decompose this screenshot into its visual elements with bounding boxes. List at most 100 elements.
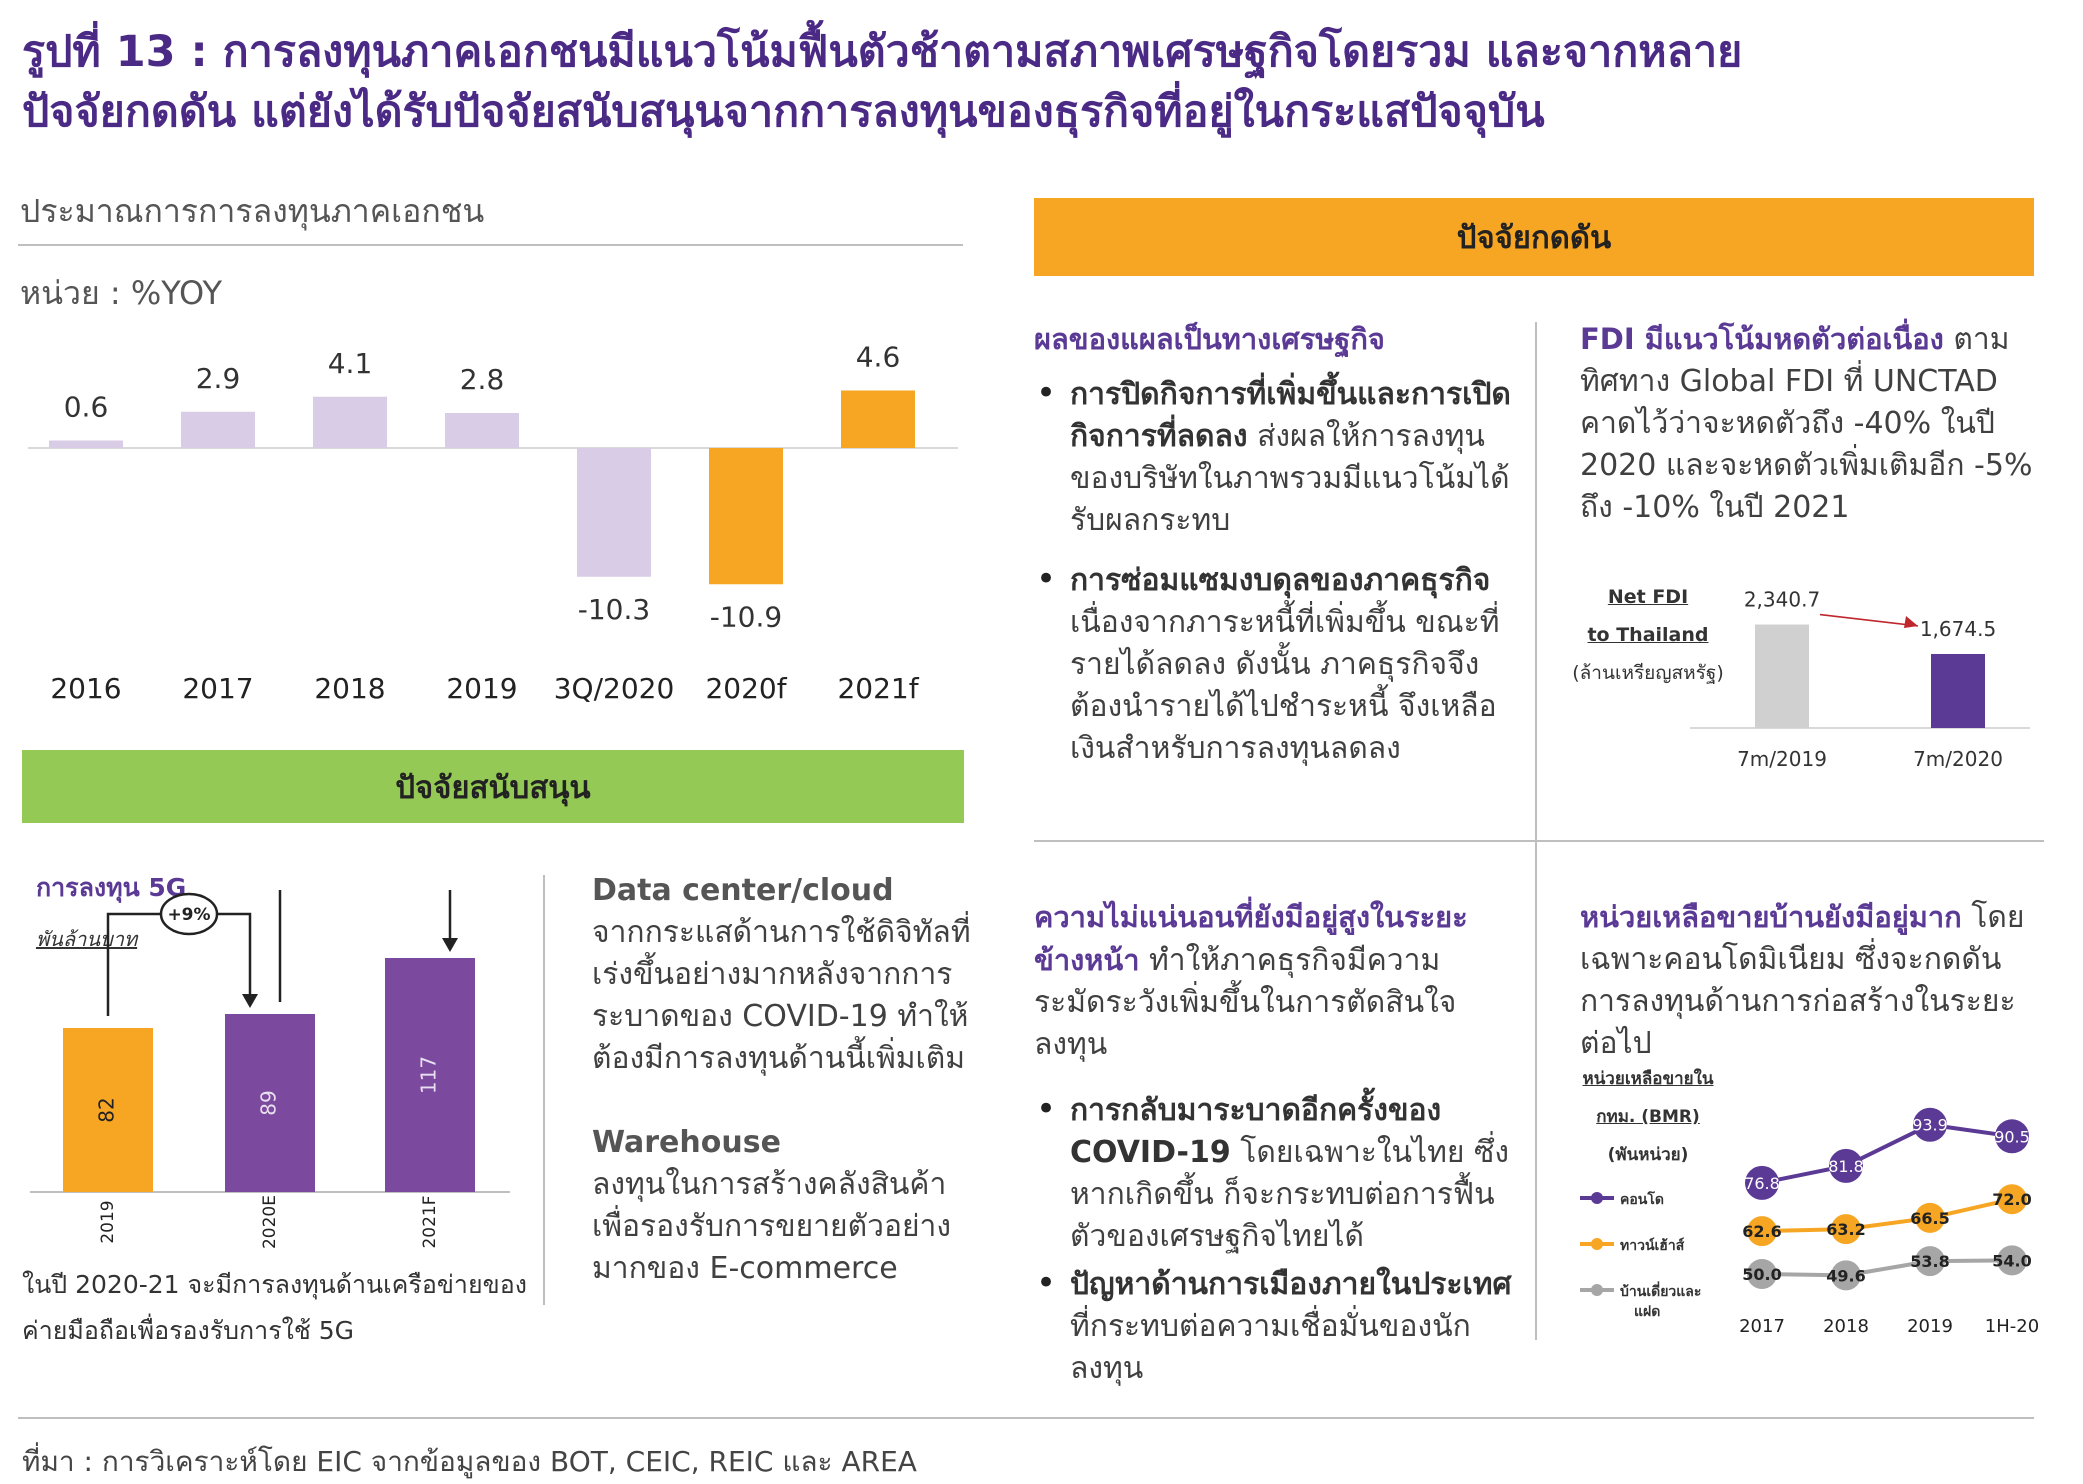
fiveg-note-line-1: ในปี 2020-21 จะมีการลงทุนด้านเครือข่ายขอ… [22, 1270, 527, 1299]
bmr-point-label: 93.9 [1912, 1116, 1948, 1135]
bmr-point-marker [1915, 1246, 1945, 1277]
bmr-legend-label: แฝด [1634, 1304, 1660, 1320]
main-chart-category-label: 2016 [50, 672, 121, 705]
bmr-point-label: 76.8 [1744, 1174, 1780, 1193]
bmr-point-label: 49.6 [1826, 1266, 1865, 1285]
fiveg-note-line-2: ค่ายมือถือเพื่อรองรับการใช้ 5G [22, 1316, 355, 1345]
fdi-title: FDI มีแนวโน้มหดตัวต่อเนื่อง [1580, 322, 1944, 356]
main-chart-category-label: 2018 [314, 672, 385, 705]
bmr-legend-marker [1591, 1192, 1603, 1204]
main-chart-value-label: 2.9 [196, 362, 241, 395]
fdi-block: FDI มีแนวโน้มหดตัวต่อเนื่อง ตามทิศทาง Gl… [1580, 318, 2035, 529]
datacenter-title: Data center/cloud [592, 873, 894, 908]
main-chart-bar-2019 [445, 413, 519, 448]
bmr-legend-marker [1591, 1238, 1603, 1250]
bmr-point-marker [1747, 1216, 1777, 1247]
uncertainty-text: ทำให้ภาคธุรกิจมีความระมัดระวังเพิ่มขึ้นใ… [1034, 943, 1457, 1062]
bmr-legend-marker [1591, 1284, 1603, 1296]
main-chart-heading: ประมาณการการลงทุนภาคเอกชน [20, 192, 485, 230]
fiveg-arrow-1 [242, 994, 258, 1008]
bmr-series-line [1761, 1258, 2013, 1278]
main-chart-value-label: 2.8 [460, 363, 505, 396]
support-banner: ปัจจัยสนับสนุน [22, 750, 964, 823]
main-chart-value-label: -10.3 [578, 593, 650, 626]
fiveg-value-label: 89 [257, 1090, 281, 1115]
main-chart-category-label: 2021f [837, 672, 919, 705]
datacenter-block: Data center/cloud จากกระแสด้านการใช้ดิจิ… [592, 870, 977, 1080]
main-bar-chart: 0.6 2016 2.9 2017 4.1 2018 2.8 2019 -10.3 3Q/2020… [28, 341, 958, 705]
fiveg-growth-bubble-1 [159, 892, 219, 936]
fdi-label-2: to Thailand [1587, 624, 1709, 646]
bmr-point-marker [1995, 1119, 2029, 1154]
bmr-legend-label: ทาวน์เฮ้าส์ [1620, 1237, 1685, 1254]
scarring-block: ผลของแผลเป็นทางเศรษฐกิจ การปิดกิจการที่เ… [1034, 318, 1514, 788]
source-note: ที่มา : การวิเคราะห์โดย EIC จากข้อมูลของ… [22, 1445, 917, 1478]
fiveg-title: การลงทุน 5G [36, 873, 187, 902]
title-line-1: รูปที่ 13 : การลงทุนภาคเอกชนมีแนวโน้มฟื้… [22, 27, 1743, 77]
housing-text: โดยเฉพาะคอนโดมิเนียม ซึ่งจะกดดันการลงทุน… [1580, 900, 2025, 1061]
source-divider [18, 1417, 2034, 1419]
bmr-point-marker [1913, 1107, 1947, 1142]
fdi-label-1: Net FDI [1607, 586, 1689, 608]
main-chart-divider [18, 244, 963, 246]
uncertainty-bullet-1: การกลับมาระบาดอีกครั้งของ COVID-19 โดยเฉ… [1034, 1088, 1514, 1258]
bmr-point-label: 63.2 [1826, 1220, 1865, 1239]
fiveg-bar-2019 [63, 1028, 153, 1192]
fiveg-category-label: 2020E [260, 1195, 280, 1249]
fiveg-value-label: 117 [417, 1056, 441, 1094]
bmr-point-label: 54.0 [1992, 1251, 2031, 1270]
fiveg-arrow-2 [442, 938, 458, 952]
bmr-line-chart: 76.8 81.8 93.9 90.5 62.6 63.2 66.5 72.0 50.0 49.6… [1739, 1107, 2039, 1337]
bmr-point-label: 90.5 [1994, 1127, 2030, 1146]
main-chart-category-label: 3Q/2020 [554, 672, 675, 705]
pressure-banner: ปัจจัยกดดัน [1034, 198, 2034, 276]
uncertainty-bullet-2: ปัญหาด้านการเมืองภายในประเทศ ที่กระทบต่อ… [1034, 1262, 1514, 1390]
scarring-title: ผลของแผลเป็นทางเศรษฐกิจ [1034, 322, 1385, 356]
main-chart-unit: หน่วย : %YOY [20, 274, 222, 312]
main-chart-bar-2018 [313, 396, 387, 448]
fiveg-bar-2021F [385, 958, 475, 1192]
bmr-point-label: 50.0 [1742, 1265, 1781, 1284]
pressure-vertical-divider [1535, 322, 1537, 1340]
main-chart-category-label: 2017 [182, 672, 253, 705]
bmr-legend-label: บ้านเดี่ยวและ [1620, 1281, 1701, 1300]
main-chart-bar-3Q/2020 [577, 448, 651, 577]
warehouse-title: Warehouse [592, 1125, 781, 1160]
support-divider [543, 875, 545, 1305]
scarring-bullet-2: การซ่อมแซมงบดุลของภาคธุรกิจ เนื่องจากภาร… [1034, 558, 1514, 770]
main-chart-value-label: -10.9 [710, 600, 782, 633]
bmr-legend-label: คอนโด [1620, 1190, 1664, 1208]
fdi-trend-arrowhead [1904, 615, 1918, 628]
bmr-point-marker [1829, 1148, 1863, 1183]
fiveg-value-label: 82 [95, 1097, 119, 1122]
bmr-point-label: 53.8 [1910, 1252, 1949, 1271]
fdi-category-label: 7m/2019 [1737, 747, 1827, 771]
bmr-label: หน่วยเหลือขายใน กทม. (BMR) (พันหน่วย) [1568, 1060, 1728, 1174]
bmr-series-line [1761, 1122, 2013, 1185]
bmr-category-label: 2018 [1823, 1316, 1869, 1337]
bmr-category-label: 1H-20 [1985, 1316, 2039, 1337]
bmr-point-marker [1747, 1259, 1777, 1289]
fiveg-category-label: 2019 [98, 1200, 118, 1243]
main-chart-value-label: 0.6 [64, 391, 109, 424]
main-chart-category-label: 2020f [705, 672, 787, 705]
bmr-label-2: กทม. (BMR) [1596, 1107, 1700, 1127]
fiveg-unit: พันล้านบาท [36, 927, 138, 951]
bmr-point-marker [1915, 1202, 1945, 1233]
uncertainty-block: ความไม่แน่นอนที่ยังมีอยู่สูงในระยะข้างหน… [1034, 896, 1514, 1408]
bmr-point-label: 66.5 [1910, 1209, 1949, 1228]
fdi-bar-7m/2019 [1755, 624, 1809, 728]
main-chart-value-label: 4.6 [856, 341, 901, 374]
main-chart-value-label: 4.1 [328, 347, 373, 380]
bmr-point-marker [1997, 1184, 2027, 1215]
bmr-category-label: 2019 [1907, 1316, 1953, 1337]
page-title: รูปที่ 13 : การลงทุนภาคเอกชนมีแนวโน้มฟื้… [22, 22, 2062, 142]
bmr-point-marker [1745, 1165, 1779, 1200]
main-chart-bar-2016 [49, 440, 123, 448]
uncertainty-title: ความไม่แน่นอนที่ยังมีอยู่สูงในระยะข้างหน… [1034, 900, 1468, 977]
main-chart-bar-2020f [709, 448, 783, 585]
housing-block: หน่วยเหลือขายบ้านยังมีอยู่มาก โดยเฉพาะคอ… [1580, 896, 2040, 1065]
fiveg-growth-label-1: +9% [167, 905, 210, 925]
bmr-point-label: 72.0 [1992, 1190, 2031, 1209]
